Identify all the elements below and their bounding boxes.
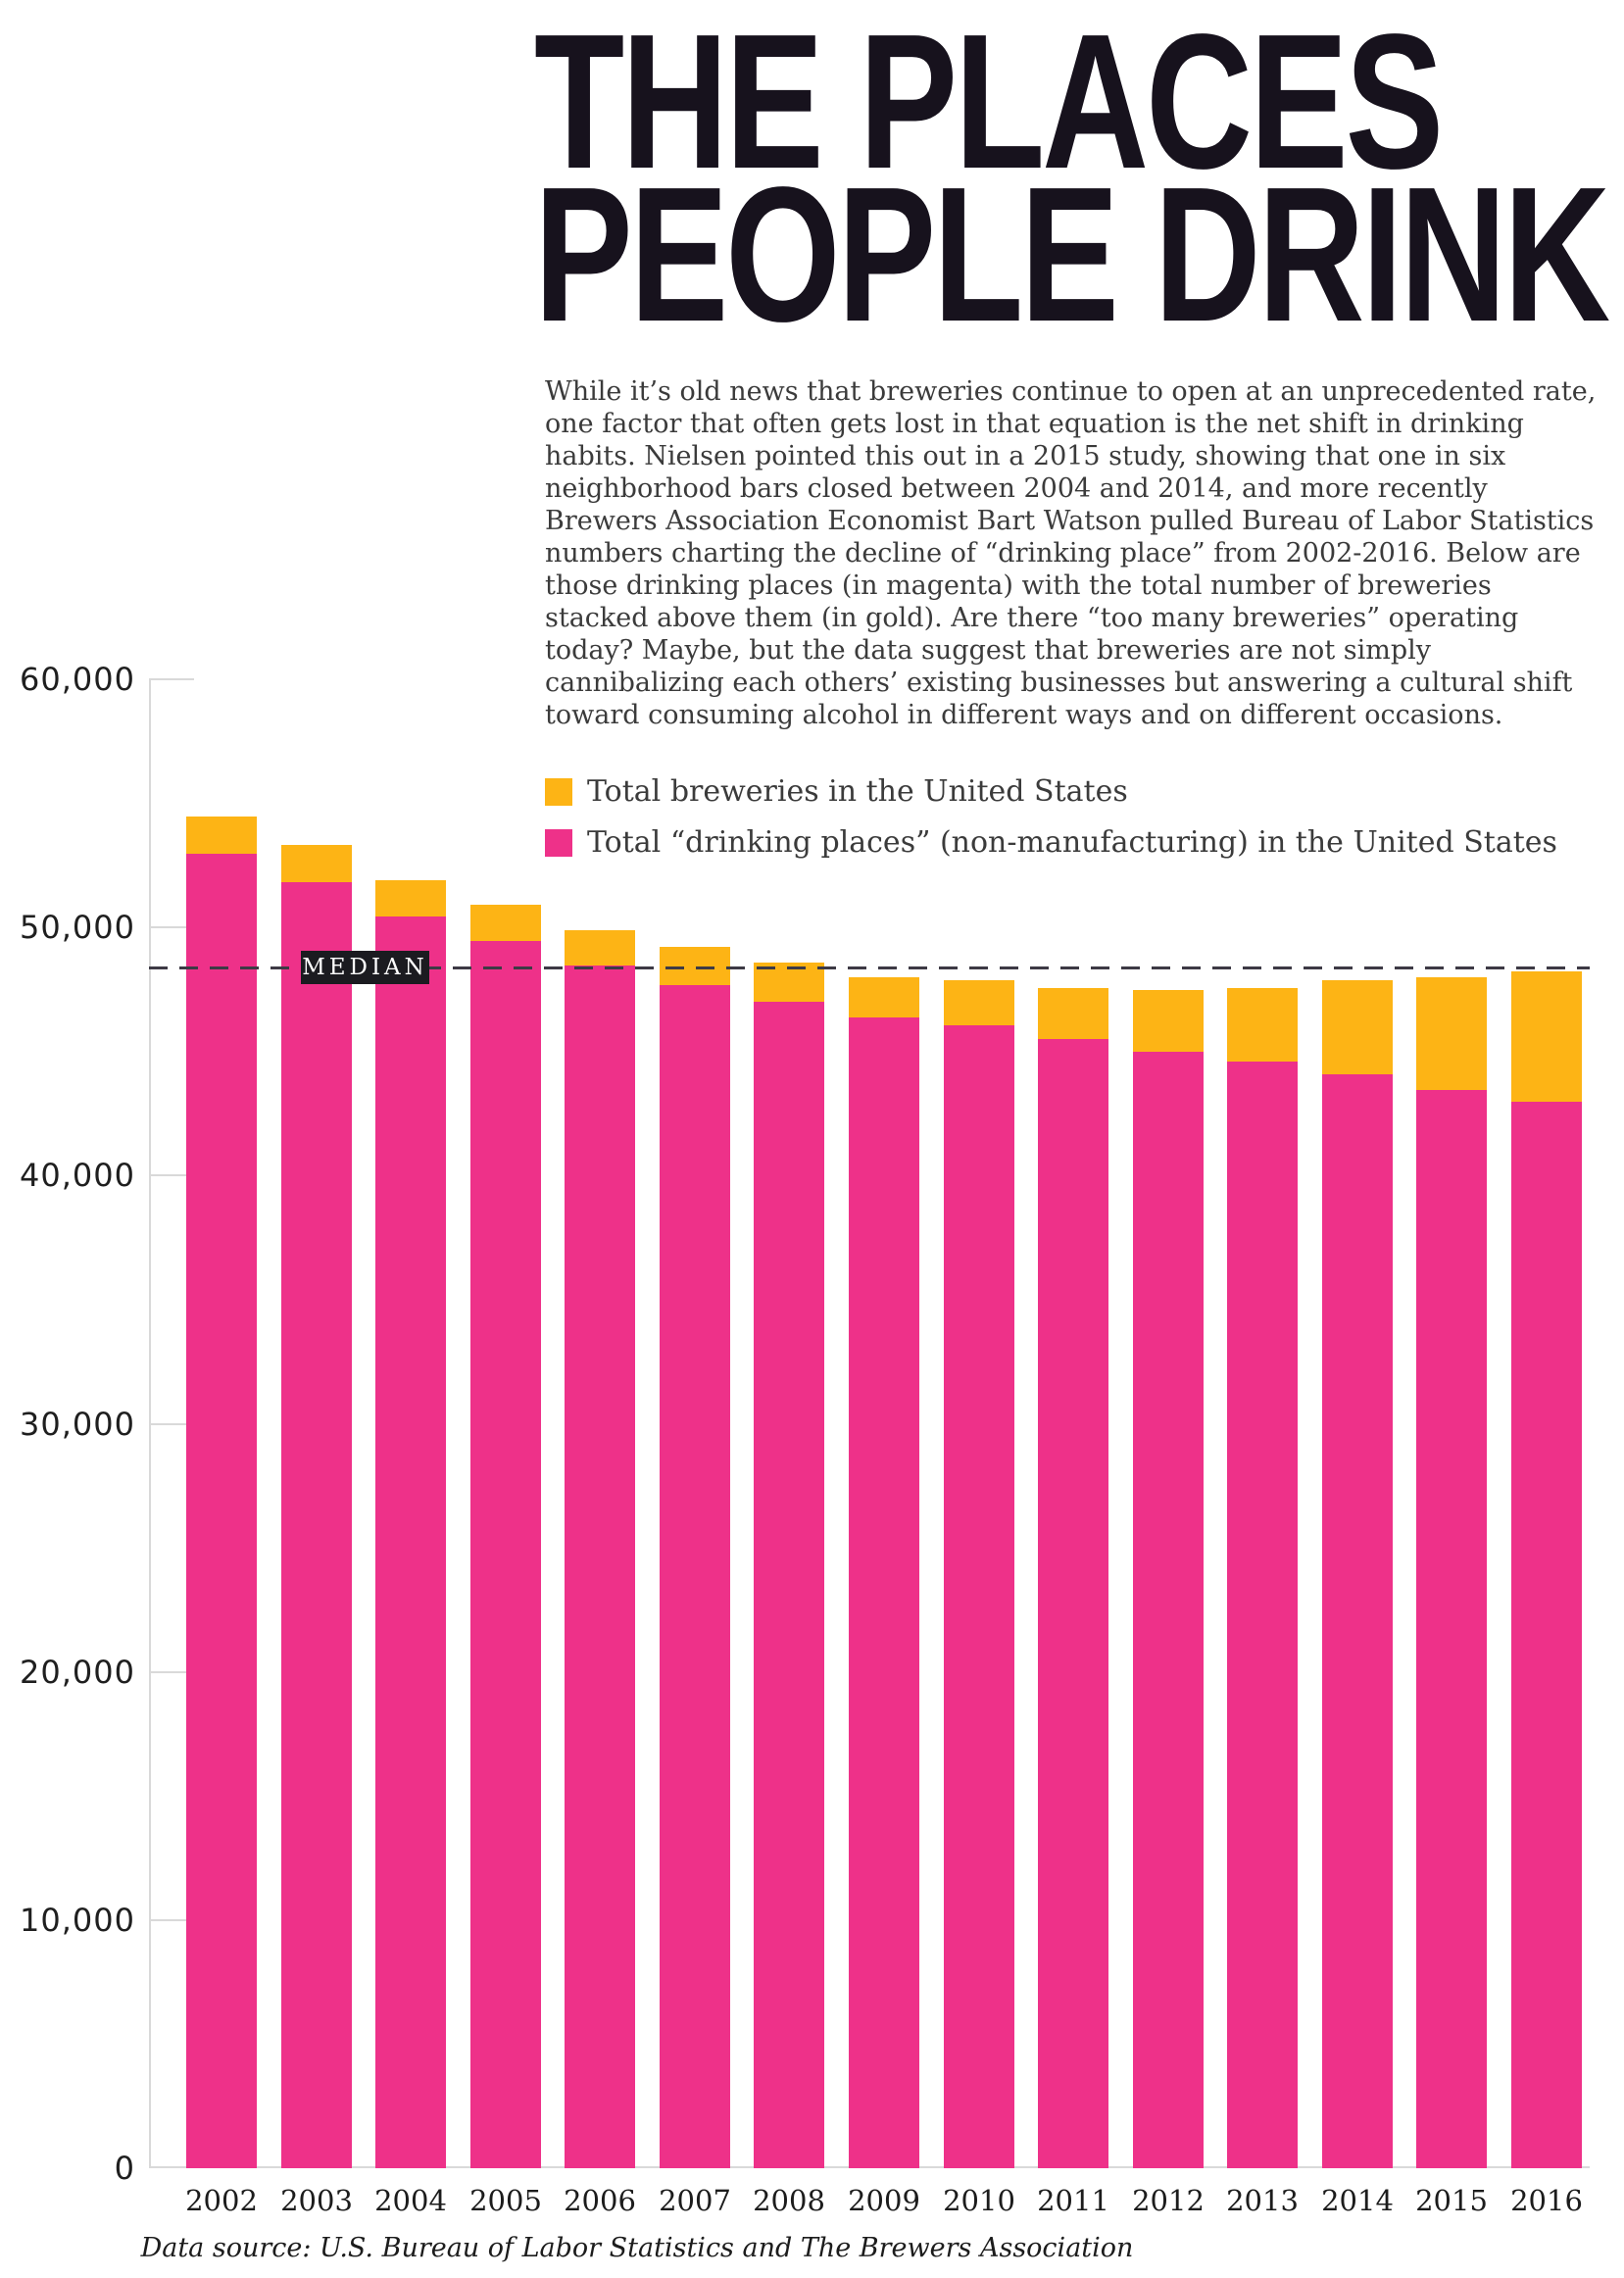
bar-2009-breweries-segment — [849, 977, 919, 1018]
x-axis-label-2004: 2004 — [374, 2184, 447, 2217]
bar-2006-drinking-places-segment — [565, 966, 635, 2168]
bar-2009: 2009 — [848, 977, 920, 2217]
x-axis-label-2002: 2002 — [185, 2184, 258, 2217]
bar-2005-breweries-segment — [470, 905, 541, 942]
bar-2003-breweries-segment — [281, 845, 352, 883]
bar-2016: 2016 — [1510, 971, 1583, 2217]
y-axis-label-0: 0 — [114, 2150, 135, 2187]
bar-2012-drinking-places-segment — [1133, 1052, 1204, 2168]
bar-2010-drinking-places-segment — [944, 1025, 1014, 2168]
x-axis-label-2006: 2006 — [564, 2184, 636, 2217]
y-axis-label-10000: 10,000 — [20, 1901, 135, 1939]
bar-2009-drinking-places-segment — [849, 1017, 919, 2168]
x-axis-label-2009: 2009 — [848, 2184, 920, 2217]
bar-2002-drinking-places-segment — [186, 854, 257, 2168]
bar-2004-drinking-places-segment — [375, 916, 446, 2168]
y-axis-label-30000: 30,000 — [20, 1405, 135, 1443]
median-line — [149, 966, 1590, 970]
page-title: THE PLACES PEOPLE DRINK — [534, 0, 1624, 362]
bar-2014-breweries-segment — [1322, 980, 1393, 1075]
bar-2011-drinking-places-segment — [1038, 1039, 1108, 2168]
bar-2015-breweries-segment — [1416, 977, 1487, 1091]
y-tick-60000 — [149, 678, 194, 680]
bar-2010-breweries-segment — [944, 980, 1014, 1026]
bar-2016-drinking-places-segment — [1511, 1102, 1582, 2168]
bar-2007-drinking-places-segment — [660, 985, 730, 2168]
data-source-caption: Data source: U.S. Bureau of Labor Statis… — [140, 2233, 1134, 2263]
bar-2006: 2006 — [564, 930, 636, 2217]
page-title-line-1: THE PLACES — [534, 0, 1444, 209]
x-axis-label-2007: 2007 — [659, 2184, 731, 2217]
x-axis-label-2012: 2012 — [1132, 2184, 1205, 2217]
bar-2004-breweries-segment — [375, 880, 446, 917]
legend-label-breweries: Total breweries in the United States — [587, 774, 1128, 809]
intro-paragraph: While it’s old news that breweries conti… — [545, 376, 1597, 730]
bar-2015: 2015 — [1415, 977, 1488, 2217]
bar-2011: 2011 — [1037, 988, 1109, 2217]
bar-2013: 2013 — [1226, 988, 1299, 2217]
x-axis-label-2010: 2010 — [943, 2184, 1015, 2217]
x-axis-label-2003: 2003 — [280, 2184, 353, 2217]
y-tick-50000 — [149, 926, 194, 929]
bar-2010: 2010 — [943, 980, 1015, 2217]
bar-2003-drinking-places-segment — [281, 882, 352, 2168]
y-axis-label-50000: 50,000 — [20, 909, 135, 947]
legend-item-drinking-places: Total “drinking places” (non-manufacturi… — [545, 825, 1557, 860]
y-tick-40000 — [149, 1174, 194, 1177]
bar-2012: 2012 — [1132, 990, 1205, 2217]
bar-2014-drinking-places-segment — [1322, 1074, 1393, 2168]
bar-2011-breweries-segment — [1038, 988, 1108, 1040]
y-tick-30000 — [149, 1422, 194, 1425]
x-axis-label-2005: 2005 — [469, 2184, 542, 2217]
bar-2002: 2002 — [185, 817, 258, 2217]
median-label: MEDIAN — [301, 950, 429, 984]
x-axis-label-2016: 2016 — [1510, 2184, 1583, 2217]
bar-2002-breweries-segment — [186, 817, 257, 855]
bar-2007: 2007 — [659, 947, 731, 2217]
x-axis-label-2014: 2014 — [1321, 2184, 1394, 2217]
chart-legend: Total breweries in the United States Tot… — [545, 774, 1557, 860]
x-axis-label-2015: 2015 — [1415, 2184, 1488, 2217]
y-axis-label-20000: 20,000 — [20, 1653, 135, 1691]
bar-2005-drinking-places-segment — [470, 941, 541, 2168]
legend-item-breweries: Total breweries in the United States — [545, 774, 1557, 809]
bar-2005: 2005 — [469, 905, 542, 2217]
y-tick-20000 — [149, 1670, 194, 1673]
bar-2013-breweries-segment — [1227, 988, 1298, 1063]
bar-2014: 2014 — [1321, 980, 1394, 2217]
bar-2008-drinking-places-segment — [754, 1002, 824, 2168]
bar-2012-breweries-segment — [1133, 990, 1204, 1053]
bar-2013-drinking-places-segment — [1227, 1062, 1298, 2168]
bar-2016-breweries-segment — [1511, 971, 1582, 1103]
y-tick-10000 — [149, 1918, 194, 1921]
bar-2006-breweries-segment — [565, 930, 635, 966]
bar-2008: 2008 — [753, 963, 825, 2217]
bar-2015-drinking-places-segment — [1416, 1090, 1487, 2168]
y-axis-label-40000: 40,000 — [20, 1157, 135, 1195]
x-axis-label-2013: 2013 — [1226, 2184, 1299, 2217]
bar-2007-breweries-segment — [660, 947, 730, 986]
x-axis-label-2008: 2008 — [753, 2184, 825, 2217]
legend-label-drinking-places: Total “drinking places” (non-manufacturi… — [587, 825, 1557, 860]
bar-2004: 2004 — [374, 880, 447, 2217]
drinking-places-swatch-icon — [545, 828, 572, 857]
page-title-line-2: PEOPLE DRINK — [534, 147, 1610, 362]
y-axis-label-60000: 60,000 — [20, 661, 135, 698]
breweries-swatch-icon — [545, 777, 572, 806]
bar-2003: 2003 — [280, 845, 353, 2217]
x-axis-label-2011: 2011 — [1037, 2184, 1109, 2217]
